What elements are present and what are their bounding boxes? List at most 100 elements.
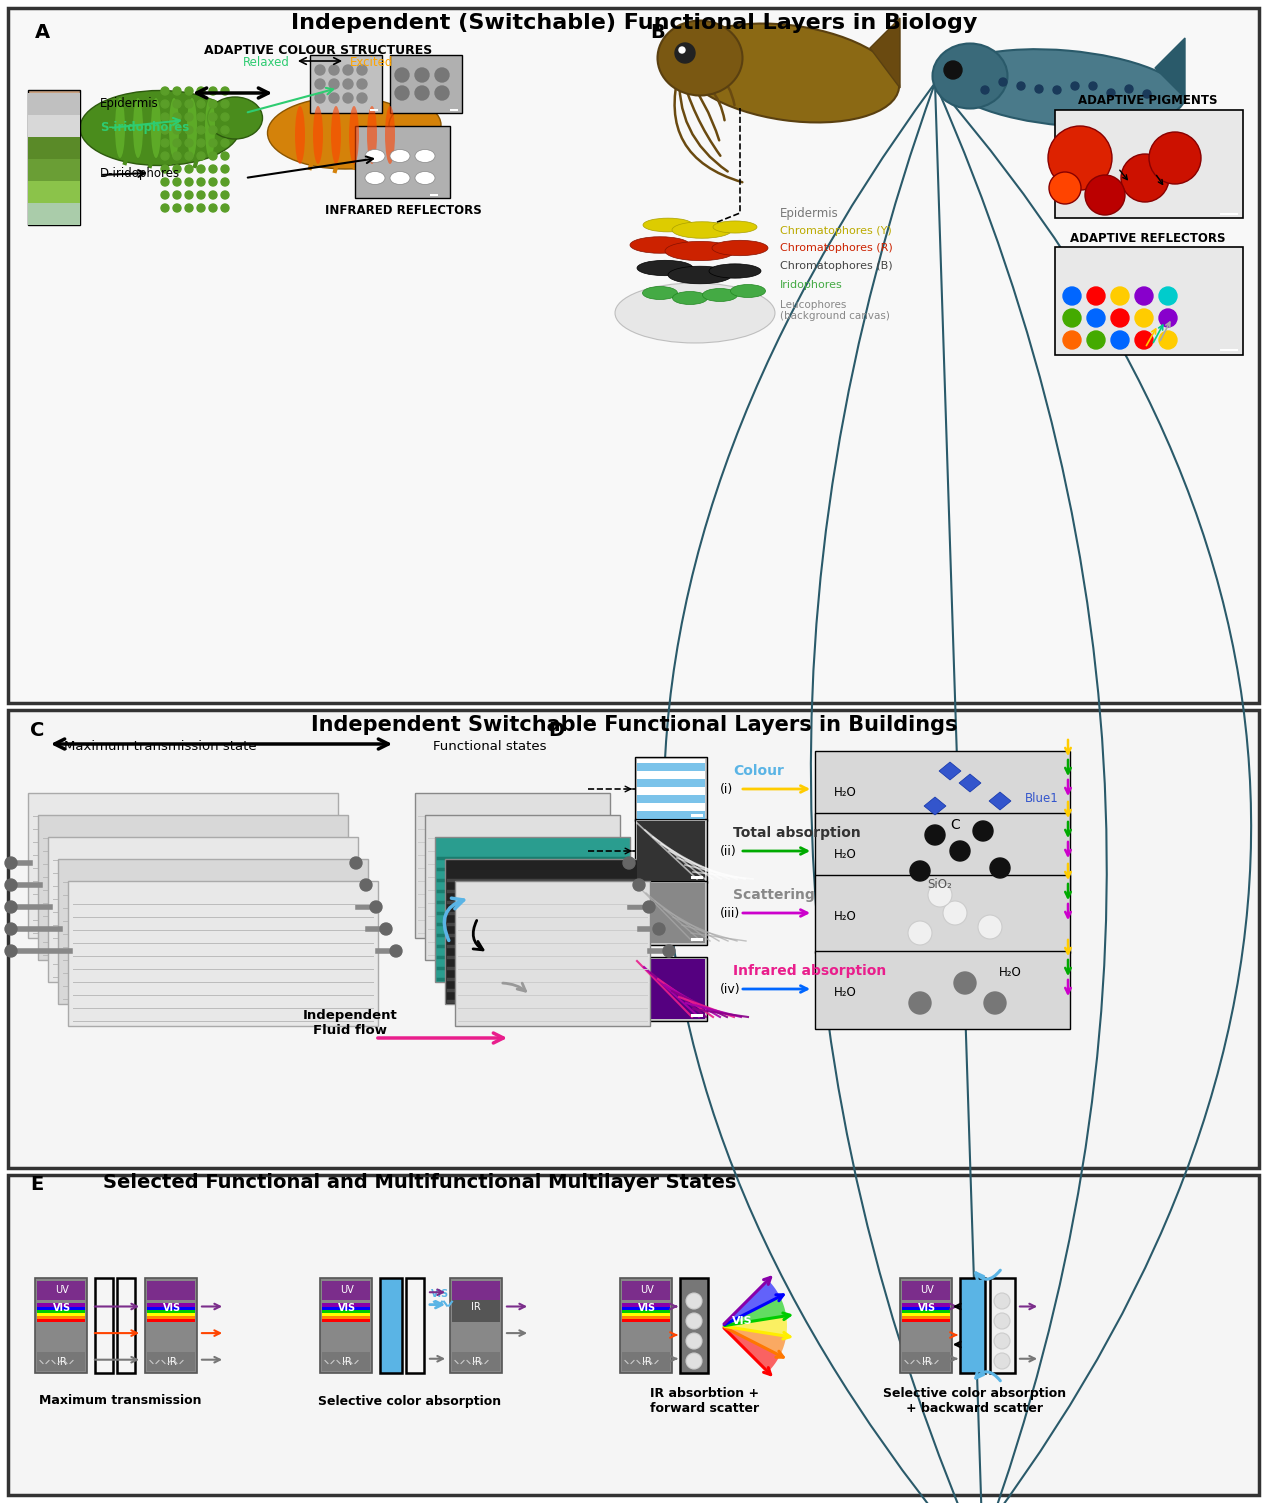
Bar	[637, 959, 704, 1019]
Bar	[902, 1281, 950, 1300]
Circle shape	[1071, 83, 1079, 90]
Circle shape	[220, 204, 229, 212]
Bar	[445, 860, 640, 1004]
Text: Selected Functional and Multifunctional Multilayer States: Selected Functional and Multifunctional …	[104, 1174, 736, 1192]
Ellipse shape	[945, 50, 1185, 126]
Text: VIS: VIS	[639, 1303, 656, 1314]
Circle shape	[350, 857, 362, 869]
Text: D-iridophores: D-iridophores	[100, 167, 180, 179]
Bar	[424, 815, 620, 960]
Ellipse shape	[115, 98, 125, 158]
Ellipse shape	[313, 107, 323, 164]
Bar	[622, 1315, 670, 1320]
Bar	[37, 1353, 85, 1371]
Circle shape	[5, 857, 16, 869]
Text: Maximum transmission: Maximum transmission	[39, 1395, 201, 1407]
Text: IR: IR	[167, 1357, 177, 1368]
Ellipse shape	[348, 107, 359, 164]
Bar	[1220, 213, 1238, 215]
Text: VIS: VIS	[731, 1317, 753, 1326]
Circle shape	[196, 204, 205, 212]
Bar	[147, 1312, 195, 1317]
Circle shape	[395, 86, 409, 101]
Bar	[322, 1309, 370, 1314]
Circle shape	[343, 80, 353, 89]
Circle shape	[642, 900, 655, 912]
Ellipse shape	[151, 98, 161, 158]
Bar	[902, 1306, 950, 1311]
FancyArrowPatch shape	[976, 1270, 1001, 1282]
Circle shape	[174, 87, 181, 95]
Text: Relaxed: Relaxed	[243, 57, 290, 69]
Bar	[622, 1318, 670, 1323]
Bar	[37, 1306, 85, 1311]
Bar	[37, 1315, 85, 1320]
Text: (iii): (iii)	[720, 906, 740, 920]
Text: Scattering: Scattering	[734, 888, 815, 902]
Bar	[900, 1278, 952, 1374]
Bar	[28, 180, 80, 203]
Bar	[637, 779, 704, 788]
Circle shape	[1017, 83, 1025, 90]
Text: H₂O: H₂O	[834, 849, 856, 861]
Ellipse shape	[188, 98, 196, 158]
Circle shape	[908, 992, 931, 1015]
Circle shape	[685, 1333, 702, 1350]
Circle shape	[196, 138, 205, 147]
Bar	[902, 1303, 950, 1308]
Circle shape	[220, 138, 229, 147]
Bar	[322, 1303, 370, 1308]
Ellipse shape	[658, 21, 742, 96]
Polygon shape	[722, 1281, 780, 1326]
Bar	[622, 1312, 670, 1317]
Circle shape	[343, 65, 353, 75]
Bar	[28, 116, 80, 137]
Bar	[620, 1278, 672, 1374]
Circle shape	[329, 93, 340, 104]
FancyArrowPatch shape	[445, 899, 464, 941]
Text: IR: IR	[342, 1357, 352, 1368]
Text: ADAPTIVE COLOUR STRUCTURES: ADAPTIVE COLOUR STRUCTURES	[204, 44, 432, 57]
Text: Colour: Colour	[734, 764, 784, 779]
Text: B: B	[650, 24, 665, 42]
Text: A: A	[35, 24, 51, 42]
Circle shape	[995, 1293, 1010, 1309]
Ellipse shape	[133, 98, 143, 158]
FancyArrowPatch shape	[503, 983, 526, 990]
Bar	[622, 1303, 670, 1308]
Circle shape	[161, 165, 169, 173]
Text: D: D	[549, 721, 564, 741]
Circle shape	[1111, 287, 1129, 305]
Text: H₂O: H₂O	[998, 966, 1021, 980]
Text: Maximum transmission state: Maximum transmission state	[63, 739, 256, 753]
Ellipse shape	[933, 44, 1007, 108]
FancyArrowPatch shape	[935, 86, 983, 1503]
Circle shape	[209, 165, 217, 173]
Bar	[815, 951, 1071, 1030]
Circle shape	[209, 138, 217, 147]
Circle shape	[174, 191, 181, 198]
Bar	[902, 1309, 950, 1314]
Bar	[990, 1278, 1015, 1374]
Text: Functional states: Functional states	[433, 739, 547, 753]
Circle shape	[357, 80, 367, 89]
Bar	[1055, 246, 1243, 355]
Circle shape	[209, 191, 217, 198]
Bar	[960, 1278, 984, 1374]
Circle shape	[161, 101, 169, 108]
Ellipse shape	[205, 98, 215, 158]
Bar	[622, 1281, 670, 1300]
FancyArrowPatch shape	[664, 86, 993, 1503]
Bar	[637, 795, 704, 803]
Bar	[8, 709, 1259, 1168]
Ellipse shape	[390, 149, 411, 162]
Bar	[637, 788, 704, 795]
Text: ADAPTIVE REFLECTORS: ADAPTIVE REFLECTORS	[1071, 231, 1225, 245]
Circle shape	[315, 80, 326, 89]
Text: VIS: VIS	[431, 1290, 449, 1299]
Bar	[28, 93, 80, 116]
FancyArrowPatch shape	[674, 71, 742, 182]
Bar	[322, 1315, 370, 1320]
Text: UV: UV	[56, 1285, 68, 1296]
Text: Infrared absorption: Infrared absorption	[734, 963, 886, 978]
